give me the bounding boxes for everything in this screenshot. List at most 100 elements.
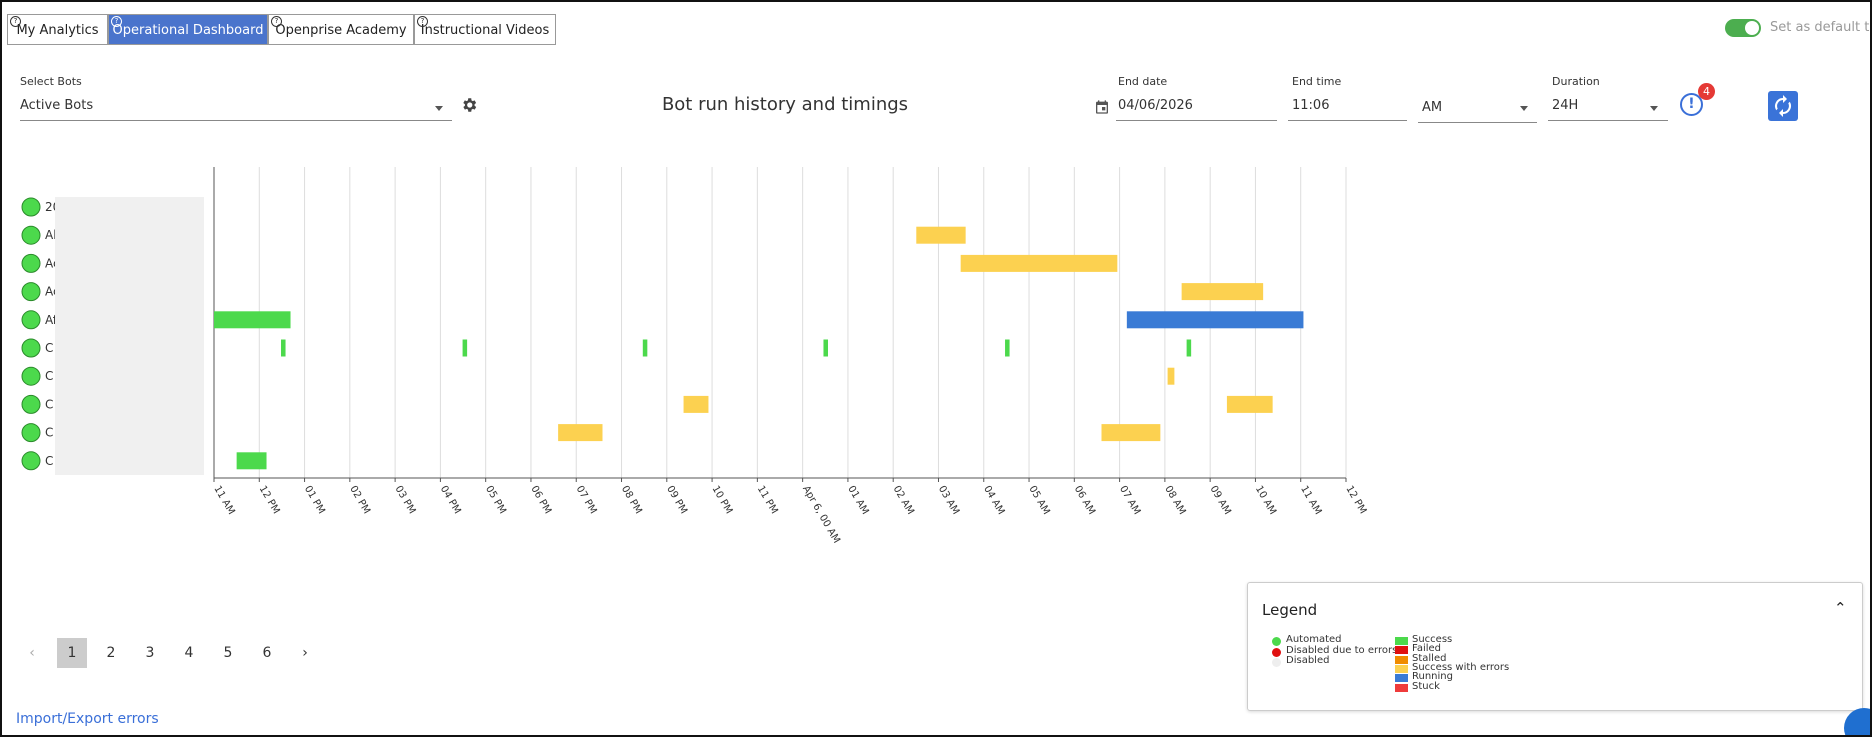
dropdown-arrow[interactable] xyxy=(435,106,443,111)
x-tick-label: 10 AM xyxy=(1253,484,1278,517)
page-button[interactable]: 5 xyxy=(223,645,233,661)
alert-icon[interactable]: ! xyxy=(1680,93,1703,116)
x-tick-label: 05 AM xyxy=(1026,484,1051,517)
run-bar xyxy=(1101,424,1161,442)
tab[interactable]: ? Openprise Academy xyxy=(268,14,414,45)
refresh-icon xyxy=(1775,95,1791,117)
bot-status-dot xyxy=(21,423,41,443)
bot-status-dot xyxy=(21,338,41,358)
bot-status-dot xyxy=(21,451,41,471)
x-tick-label: 10 PM xyxy=(709,484,734,516)
tab-label: Openprise Academy xyxy=(275,23,407,38)
settings-icon[interactable] xyxy=(460,96,478,114)
run-bar xyxy=(214,311,291,329)
legend-swatch xyxy=(1395,683,1408,692)
x-tick-label: 03 AM xyxy=(936,484,961,517)
next-page[interactable]: › xyxy=(302,645,308,661)
run-bar xyxy=(683,395,709,413)
x-tick-label: 01 AM xyxy=(845,484,870,517)
x-tick-label: 08 AM xyxy=(1162,484,1187,517)
run-bar xyxy=(281,339,286,357)
legend-swatch xyxy=(1395,646,1408,655)
row-label: C xyxy=(45,369,53,383)
page-button[interactable]: 3 xyxy=(145,645,155,661)
legend-label: Disabled xyxy=(1286,655,1330,666)
x-tick-label: 07 AM xyxy=(1117,484,1142,517)
legend-swatch xyxy=(1395,674,1408,683)
prev-page[interactable]: ‹ xyxy=(29,645,35,661)
x-tick-label: Apr 6, 00 AM xyxy=(800,484,842,545)
page-button[interactable]: 6 xyxy=(262,645,272,661)
tab-active[interactable]: ? Operational Dashboard xyxy=(108,14,268,45)
legend-label: Success xyxy=(1412,634,1453,645)
legend-swatch xyxy=(1395,655,1408,664)
x-tick-label: 11 AM xyxy=(1298,484,1323,517)
legend-label: Running xyxy=(1412,671,1453,683)
collapse-icon[interactable]: ⌃ xyxy=(1834,599,1847,617)
bot-status-dot xyxy=(21,225,41,245)
run-bar xyxy=(960,254,1118,272)
calendar-icon[interactable] xyxy=(1094,99,1110,115)
run-bar xyxy=(823,339,828,357)
toggle[interactable] xyxy=(1725,19,1761,37)
row-label: C xyxy=(45,341,53,355)
legend-title: Legend xyxy=(1262,601,1318,619)
chat-button[interactable] xyxy=(1844,708,1870,735)
tab[interactable]: ? Instructional Videos xyxy=(414,14,556,45)
underline xyxy=(1288,120,1407,121)
run-bar xyxy=(1181,283,1264,301)
tab[interactable]: ? My Analytics xyxy=(7,14,108,45)
row-label: Al xyxy=(45,228,57,242)
default-tab-label: Set as default tab xyxy=(1770,20,1870,35)
run-bar xyxy=(642,339,648,357)
underline xyxy=(1548,120,1668,121)
legend-dot xyxy=(1272,647,1281,657)
gantt-chart: 11 AM 12 PM 01 PM 02 PM 03 PM 04 PM 05 PM 06 PM… xyxy=(21,167,1368,545)
legend-label: Stuck xyxy=(1412,680,1440,692)
run-bar xyxy=(1167,367,1175,385)
field-label: End time xyxy=(1292,75,1342,88)
page-button[interactable]: 4 xyxy=(184,645,194,661)
legend-label: Success with errors xyxy=(1412,661,1510,673)
date-input[interactable]: 04/06/2026 xyxy=(1118,98,1193,113)
refresh-button[interactable] xyxy=(1768,91,1798,121)
x-tick-label: 02 AM xyxy=(891,484,916,517)
run-bar xyxy=(462,339,468,357)
legend-swatch xyxy=(1395,664,1408,673)
bot-status-dot xyxy=(21,197,41,217)
bot-status-dot xyxy=(21,394,41,414)
time-input[interactable]: 11:06 xyxy=(1292,98,1330,113)
ampm-select[interactable]: AM xyxy=(1422,100,1443,115)
legend-label: Disabled due to errors xyxy=(1286,644,1398,656)
x-tick-label: 03 PM xyxy=(393,484,418,516)
chart-title: Bot run history and timings xyxy=(661,94,909,115)
x-tick-label: 06 PM xyxy=(528,484,553,516)
underline xyxy=(1116,120,1277,121)
bot-status-dot xyxy=(21,282,41,302)
x-tick-label: 08 PM xyxy=(619,484,644,516)
dropdown-arrow[interactable] xyxy=(1520,106,1528,111)
x-tick-label: 09 AM xyxy=(1208,484,1233,517)
duration-select[interactable]: 24H xyxy=(1552,98,1579,113)
underline xyxy=(1418,122,1537,123)
select-value[interactable]: Active Bots xyxy=(20,98,94,113)
page-button-active[interactable]: 1 xyxy=(57,638,87,668)
x-tick-label: 12 PM xyxy=(257,484,282,516)
bot-status-dot xyxy=(21,253,41,273)
legend-label: Failed xyxy=(1412,643,1442,655)
run-bar xyxy=(1126,311,1304,329)
dropdown-arrow[interactable] xyxy=(1650,106,1658,111)
run-bar xyxy=(1226,395,1273,413)
legend-dot xyxy=(1272,658,1281,667)
page-button[interactable]: 2 xyxy=(106,645,116,661)
x-tick-label: 06 AM xyxy=(1072,484,1097,517)
x-tick-label: 07 PM xyxy=(574,484,599,516)
legend-swatch xyxy=(1395,637,1408,645)
run-bar xyxy=(916,226,966,244)
underline xyxy=(20,120,452,121)
legend-label: Automated xyxy=(1286,634,1342,645)
legend-panel: Legend ⌃ Automated Disabled due to errors… xyxy=(1247,582,1863,711)
tab-label: My Analytics xyxy=(16,23,99,38)
footer-link[interactable]: Import/Export errors xyxy=(16,711,159,727)
row-label: Af xyxy=(45,313,58,327)
